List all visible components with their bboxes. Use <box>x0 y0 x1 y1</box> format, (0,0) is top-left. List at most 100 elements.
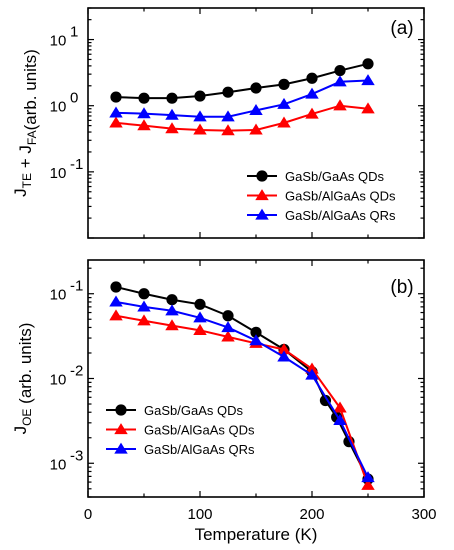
data-point <box>194 90 206 102</box>
y-tick-exponent: -2 <box>70 363 83 380</box>
series-line <box>115 300 369 478</box>
data-point <box>305 368 319 380</box>
data-point <box>110 91 122 103</box>
data-point <box>137 314 151 326</box>
data-point <box>333 75 347 87</box>
series-line <box>115 62 369 100</box>
data-point <box>305 362 319 374</box>
legend-label: GaSb/AlGaAs QRs <box>285 208 396 223</box>
data-point <box>137 119 151 131</box>
data-point <box>109 116 123 128</box>
data-point <box>221 330 235 342</box>
data-point <box>249 334 263 346</box>
data-point <box>194 298 206 310</box>
legend-marker <box>115 404 127 416</box>
legend-label: GaSb/AlGaAs QDs <box>144 423 255 438</box>
x-tick-label: 200 <box>299 506 324 523</box>
data-point <box>361 102 375 114</box>
x-tick-label: 100 <box>187 506 212 523</box>
data-point <box>221 110 235 122</box>
data-point <box>334 64 346 77</box>
y-tick-label: 10 <box>50 33 67 50</box>
x-tick-label: 0 <box>84 506 92 523</box>
y-tick-exponent: -3 <box>70 447 83 464</box>
legend-label: GaSb/GaAs QDs <box>285 169 384 184</box>
data-point <box>361 74 375 86</box>
data-point <box>333 401 347 413</box>
data-point <box>333 414 347 426</box>
data-point <box>361 478 375 490</box>
series-line <box>115 79 369 118</box>
legend: GaSb/GaAs QDs GaSb/AlGaAs QDs GaSb/AlGaAs … <box>243 166 419 230</box>
data-point <box>110 281 122 293</box>
series-gasb-algaas-qrs <box>109 74 375 122</box>
legend-label: GaSb/AlGaAs QRs <box>144 442 255 457</box>
data-point <box>222 86 234 98</box>
data-point <box>277 97 291 109</box>
data-point <box>165 304 179 316</box>
data-point <box>278 78 290 90</box>
data-point <box>221 124 235 136</box>
data-point <box>166 92 178 104</box>
data-point <box>333 99 347 111</box>
data-point <box>277 116 291 128</box>
series-gasb-gaas-qds <box>110 58 374 104</box>
data-point <box>165 319 179 331</box>
data-point <box>319 394 332 407</box>
data-point <box>362 58 374 70</box>
data-point <box>193 311 207 323</box>
panel-label: (b) <box>390 277 413 298</box>
data-point <box>109 309 123 321</box>
data-point <box>277 343 291 355</box>
y-tick-label: 10 <box>50 372 67 389</box>
data-point <box>137 107 151 119</box>
y-tick-label: 10 <box>50 456 67 473</box>
data-point <box>109 295 123 307</box>
data-point <box>361 471 375 483</box>
data-point <box>277 350 291 362</box>
legend-marker <box>256 170 268 182</box>
series-gasb-algaas-qrs <box>109 295 375 483</box>
series-gasb-algaas-qds <box>109 309 375 490</box>
y-axis-title: JTE + JFA(arb. units) <box>11 49 40 197</box>
legend-label: GaSb/AlGaAs QDs <box>285 189 396 204</box>
y-tick-label: 10 <box>50 287 67 304</box>
y-tick-label: 10 <box>50 165 67 182</box>
data-point <box>249 103 263 115</box>
data-point <box>250 82 262 94</box>
data-point <box>193 110 207 122</box>
legend: GaSb/GaAs QDs GaSb/AlGaAs QDs GaSb/AlGaAs … <box>102 400 278 464</box>
data-point <box>306 72 318 84</box>
data-point <box>305 107 319 119</box>
x-tick-label: 300 <box>411 506 436 523</box>
legend-marker <box>255 189 269 201</box>
data-point <box>109 106 123 118</box>
data-point <box>193 323 207 335</box>
y-tick-exponent: 1 <box>70 24 78 41</box>
data-point <box>250 326 262 338</box>
y-axis-title: JOE (arb. units) <box>11 323 35 435</box>
series-gasb-algaas-qds <box>109 99 375 136</box>
series-line <box>115 104 369 132</box>
data-point <box>249 123 263 135</box>
data-point <box>138 92 150 104</box>
data-point <box>165 122 179 134</box>
data-point <box>305 87 319 99</box>
y-tick-exponent: 0 <box>70 90 78 107</box>
legend-marker <box>114 423 128 435</box>
x-axis-title: Temperature (K) <box>195 525 318 544</box>
y-tick-exponent: -1 <box>70 156 83 173</box>
data-point <box>165 108 179 120</box>
data-point <box>221 321 235 333</box>
legend-marker <box>255 208 269 220</box>
data-point <box>166 294 178 306</box>
series-line <box>115 314 369 486</box>
y-tick-label: 10 <box>50 99 67 116</box>
panel-label: (a) <box>390 18 413 39</box>
data-point <box>138 288 150 300</box>
data-point <box>137 300 151 312</box>
legend-label: GaSb/GaAs QDs <box>144 403 243 418</box>
